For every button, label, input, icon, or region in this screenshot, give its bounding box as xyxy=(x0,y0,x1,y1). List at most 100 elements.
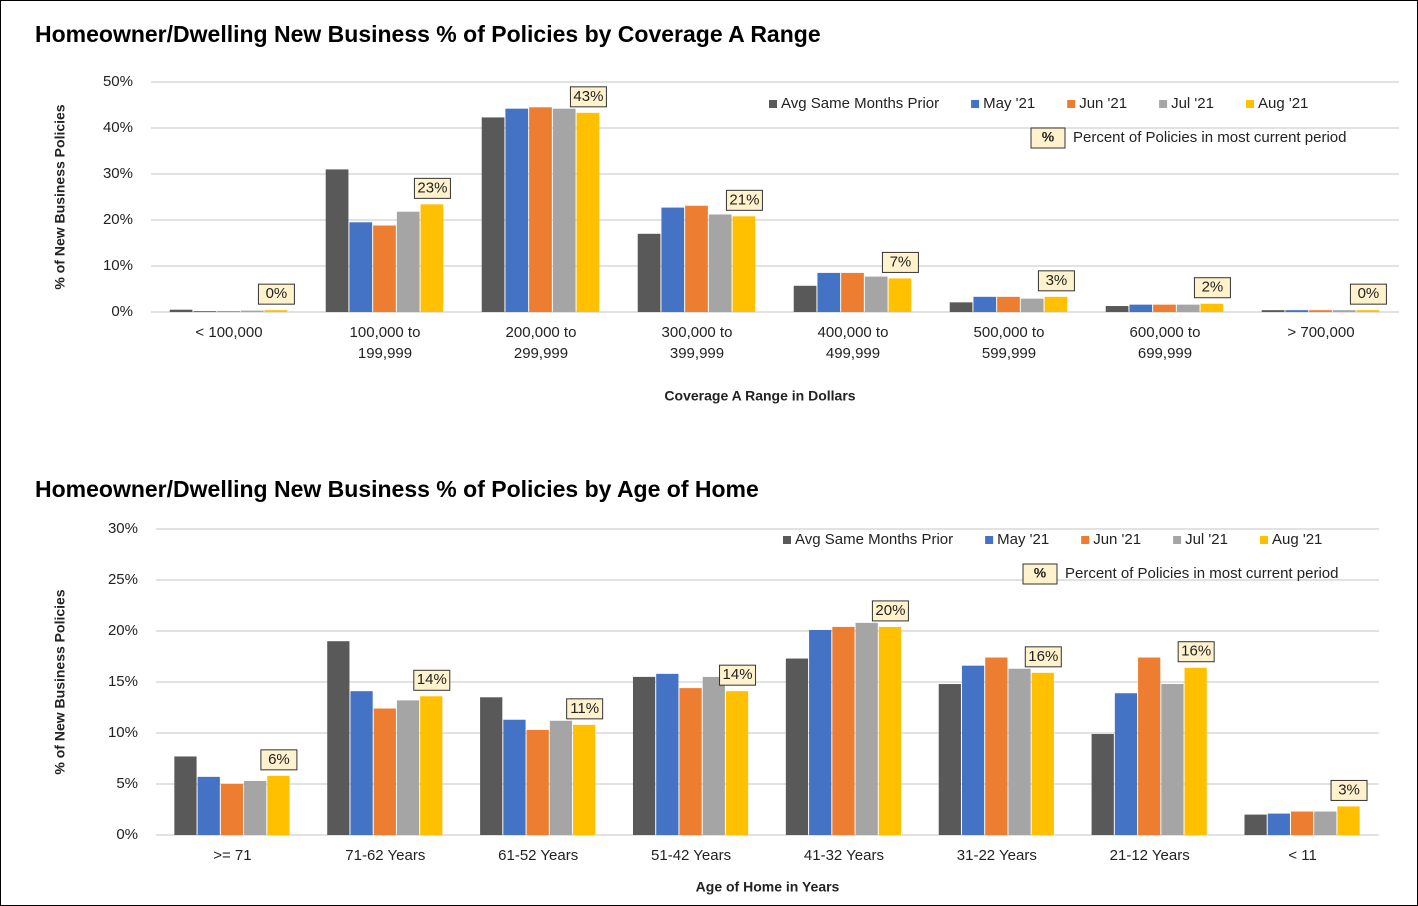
legend-swatch xyxy=(1259,536,1268,544)
bar xyxy=(973,296,997,312)
bar xyxy=(1337,806,1360,835)
bar xyxy=(793,285,817,312)
bar xyxy=(549,720,573,835)
legend-note-marker: % xyxy=(1034,565,1047,581)
legend-note: Percent of Policies in most current peri… xyxy=(1065,565,1338,582)
bar xyxy=(503,719,526,835)
bar xyxy=(325,169,349,312)
value-label: 11% xyxy=(570,700,599,717)
bar xyxy=(217,311,240,312)
bar xyxy=(267,775,290,835)
x-tick-label: 400,000 to 499,999 xyxy=(817,324,889,362)
y-tick-label: 10% xyxy=(108,724,138,741)
y-axis-title: % of New Business Policies xyxy=(52,589,68,774)
y-tick-label: 20% xyxy=(103,211,133,228)
y-tick-label: 0% xyxy=(116,826,138,843)
legend-label: Aug '21 xyxy=(1272,531,1322,548)
bar xyxy=(1309,310,1332,312)
bar xyxy=(656,673,679,835)
value-label: 0% xyxy=(266,285,288,302)
value-label: 16% xyxy=(1181,643,1211,660)
legend-note-marker: % xyxy=(1042,129,1055,145)
value-label-box xyxy=(566,698,604,720)
bar xyxy=(1153,304,1176,312)
bar xyxy=(1105,306,1129,312)
legend-swatch xyxy=(1067,100,1076,108)
bar xyxy=(1044,296,1068,312)
bar xyxy=(552,108,576,313)
y-tick-label: 10% xyxy=(103,257,133,274)
bar xyxy=(1285,310,1309,312)
bar xyxy=(785,658,809,835)
bar xyxy=(1138,657,1161,835)
value-label-box xyxy=(1037,270,1075,292)
bar xyxy=(193,311,217,312)
y-axis-title: % of New Business Policies xyxy=(52,104,68,289)
bar xyxy=(1261,310,1285,312)
bar xyxy=(855,622,878,835)
legend-label: Jul '21 xyxy=(1185,531,1228,548)
bar xyxy=(373,225,396,312)
x-tick-label: 100,000 to 199,999 xyxy=(349,324,421,362)
bar xyxy=(685,205,708,312)
value-label: 43% xyxy=(573,88,603,105)
value-label-box xyxy=(1193,277,1231,299)
bar xyxy=(264,310,288,312)
value-label: 20% xyxy=(875,602,905,619)
bar xyxy=(864,276,888,312)
bar xyxy=(349,222,373,312)
y-tick-label: 0% xyxy=(111,303,133,320)
bar xyxy=(197,776,220,835)
bar xyxy=(961,665,985,835)
bar xyxy=(1031,672,1054,835)
x-tick-label: < 100,000 xyxy=(195,324,263,341)
bar xyxy=(526,729,549,835)
legend-label: May '21 xyxy=(983,95,1035,112)
x-tick-label: 300,000 to 399,999 xyxy=(661,324,733,362)
bar xyxy=(1020,298,1044,312)
legend-note-box xyxy=(1030,127,1066,149)
value-label-box xyxy=(1330,779,1368,801)
bar xyxy=(878,626,902,835)
bar xyxy=(938,684,961,835)
bar xyxy=(220,784,244,835)
value-label-box xyxy=(1349,283,1387,305)
bar xyxy=(679,688,702,835)
x-tick-label: 61-52 Years xyxy=(498,847,579,864)
value-label: 7% xyxy=(890,253,912,270)
bar xyxy=(396,700,420,835)
chart-title: Homeowner/Dwelling New Business % of Pol… xyxy=(35,21,821,47)
legend-swatch xyxy=(783,536,791,544)
value-label-box xyxy=(1177,641,1215,663)
x-tick-label: 31-22 Years xyxy=(956,847,1037,864)
value-label: 6% xyxy=(268,751,290,768)
bar xyxy=(1091,734,1114,835)
legend-swatch xyxy=(1245,100,1254,108)
bar xyxy=(1314,811,1337,835)
value-label-box xyxy=(569,86,607,108)
bar xyxy=(420,204,444,312)
value-label-box xyxy=(881,251,919,273)
value-label: 2% xyxy=(1202,279,1224,296)
bar xyxy=(1267,813,1290,835)
bar xyxy=(481,117,505,312)
bar xyxy=(661,207,685,312)
legend-swatch xyxy=(769,100,777,108)
bar xyxy=(732,216,756,312)
value-label: 14% xyxy=(417,671,447,688)
value-label: 16% xyxy=(1028,648,1058,665)
x-axis-title: Coverage A Range in Dollars xyxy=(664,388,855,404)
legend-label: May '21 xyxy=(997,531,1049,548)
y-tick-label: 30% xyxy=(103,165,133,182)
legend-note: Percent of Policies in most current peri… xyxy=(1073,129,1346,146)
value-label-box xyxy=(257,283,295,305)
x-tick-label: 21-12 Years xyxy=(1109,847,1190,864)
value-label: 3% xyxy=(1046,272,1068,289)
value-label-box xyxy=(1024,646,1062,668)
value-label-box xyxy=(260,749,298,771)
y-tick-label: 5% xyxy=(116,775,138,792)
bar xyxy=(1176,304,1200,312)
y-tick-label: 40% xyxy=(103,119,133,136)
bar xyxy=(373,708,396,835)
